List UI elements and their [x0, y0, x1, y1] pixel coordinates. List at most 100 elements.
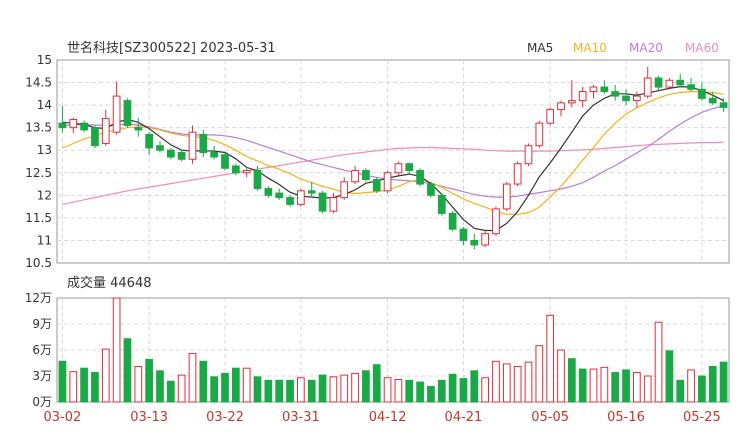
candle-body: [123, 100, 132, 126]
ma5-line: [62, 85, 724, 232]
candle-body: [286, 197, 294, 205]
candle-body: [557, 102, 565, 111]
volume-bar: [633, 372, 641, 403]
candle: [416, 168, 424, 187]
price-y-tick: 12.5: [25, 166, 52, 180]
candle-body: [134, 127, 143, 131]
candle-body: [708, 97, 717, 104]
candle: [633, 91, 641, 108]
volume-bar: [383, 377, 392, 403]
price-y-tick: 11.5: [25, 211, 52, 225]
candle: [578, 87, 587, 108]
volume-bar: [654, 321, 663, 403]
candle-body: [340, 181, 349, 199]
volume-bar: [502, 363, 511, 403]
candle-body: [481, 233, 489, 246]
candle: [307, 181, 316, 198]
candle: [622, 89, 630, 106]
candle: [134, 117, 143, 137]
candle-body: [242, 170, 251, 174]
candle: [383, 170, 392, 194]
candle-body: [437, 194, 446, 214]
moving-average-lines: [62, 85, 724, 232]
candle-body: [166, 149, 175, 158]
volume-bar: [123, 338, 132, 403]
volume-bar: [600, 366, 609, 403]
price-y-tick: 11: [37, 233, 52, 247]
price-y-tick: 15: [37, 53, 52, 67]
candle-body: [665, 79, 674, 88]
candle-body: [459, 228, 468, 241]
candle-body: [80, 122, 88, 131]
volume-bar: [524, 361, 533, 403]
volume-bar: [665, 350, 674, 403]
volume-bar: [535, 345, 544, 403]
volume-bar: [112, 297, 121, 403]
date-x-tick: 05-05: [531, 410, 569, 425]
volume-bar: [437, 379, 446, 403]
volume-bar: [416, 381, 424, 403]
candle: [264, 186, 273, 198]
candle: [470, 233, 479, 250]
ma10-line: [62, 90, 724, 215]
candle: [91, 125, 99, 148]
candle: [492, 206, 500, 236]
volume-bars: [58, 297, 728, 403]
date-x-tick: 04-12: [369, 410, 407, 425]
candle: [112, 81, 121, 135]
volume-title: 成交量 44648: [67, 275, 152, 291]
candle-body: [199, 133, 208, 153]
volume-bar: [351, 372, 359, 403]
volume-bar: [698, 375, 706, 403]
candle: [643, 66, 652, 99]
candle-body: [112, 95, 121, 133]
candle: [589, 84, 598, 99]
chart-title: 世名科技[SZ300522] 2023-05-31: [67, 40, 276, 56]
candle: [210, 145, 219, 160]
candle-body: [524, 145, 533, 165]
candle: [708, 91, 717, 106]
candle-body: [372, 179, 381, 192]
candle-body: [535, 122, 544, 147]
candle-body: [275, 192, 284, 199]
volume-bar: [177, 374, 186, 403]
volume-bar: [459, 378, 468, 403]
candle: [318, 190, 327, 214]
price-panel-frame: [56, 59, 730, 264]
volume-bar: [221, 372, 229, 403]
candle-body: [69, 119, 78, 129]
volume-bar: [362, 370, 370, 403]
candle: [177, 150, 186, 162]
candle: [80, 120, 88, 133]
candle-body: [362, 170, 370, 181]
volume-y-tick: 3万: [32, 369, 52, 383]
candle-body: [611, 91, 620, 97]
ma60-line: [62, 141, 724, 205]
volume-bar: [156, 370, 164, 403]
legend-ma5: MA5: [527, 41, 553, 55]
candle: [372, 177, 381, 194]
candle-body: [416, 170, 424, 185]
volume-bar: [405, 379, 414, 403]
legend-ma60: MA60: [685, 41, 719, 55]
candle: [405, 162, 414, 176]
price-y-tick: 12: [37, 188, 52, 202]
date-x-tick: 03-22: [206, 410, 244, 425]
volume-bar: [134, 365, 143, 403]
price-y-tick: 10.5: [25, 256, 52, 270]
volume-bar: [199, 360, 208, 403]
candle: [437, 193, 446, 216]
candle: [600, 80, 609, 94]
volume-bar: [286, 379, 294, 403]
candle-body: [448, 212, 457, 230]
candle-body: [221, 154, 229, 169]
candles: [58, 66, 728, 250]
candle-body: [101, 118, 110, 144]
candle-body: [58, 122, 67, 129]
price-y-tick: 14.5: [25, 76, 52, 90]
candle-body: [643, 77, 652, 97]
volume-bar: [372, 364, 381, 403]
candle: [340, 177, 349, 200]
volume-bar: [448, 373, 457, 403]
